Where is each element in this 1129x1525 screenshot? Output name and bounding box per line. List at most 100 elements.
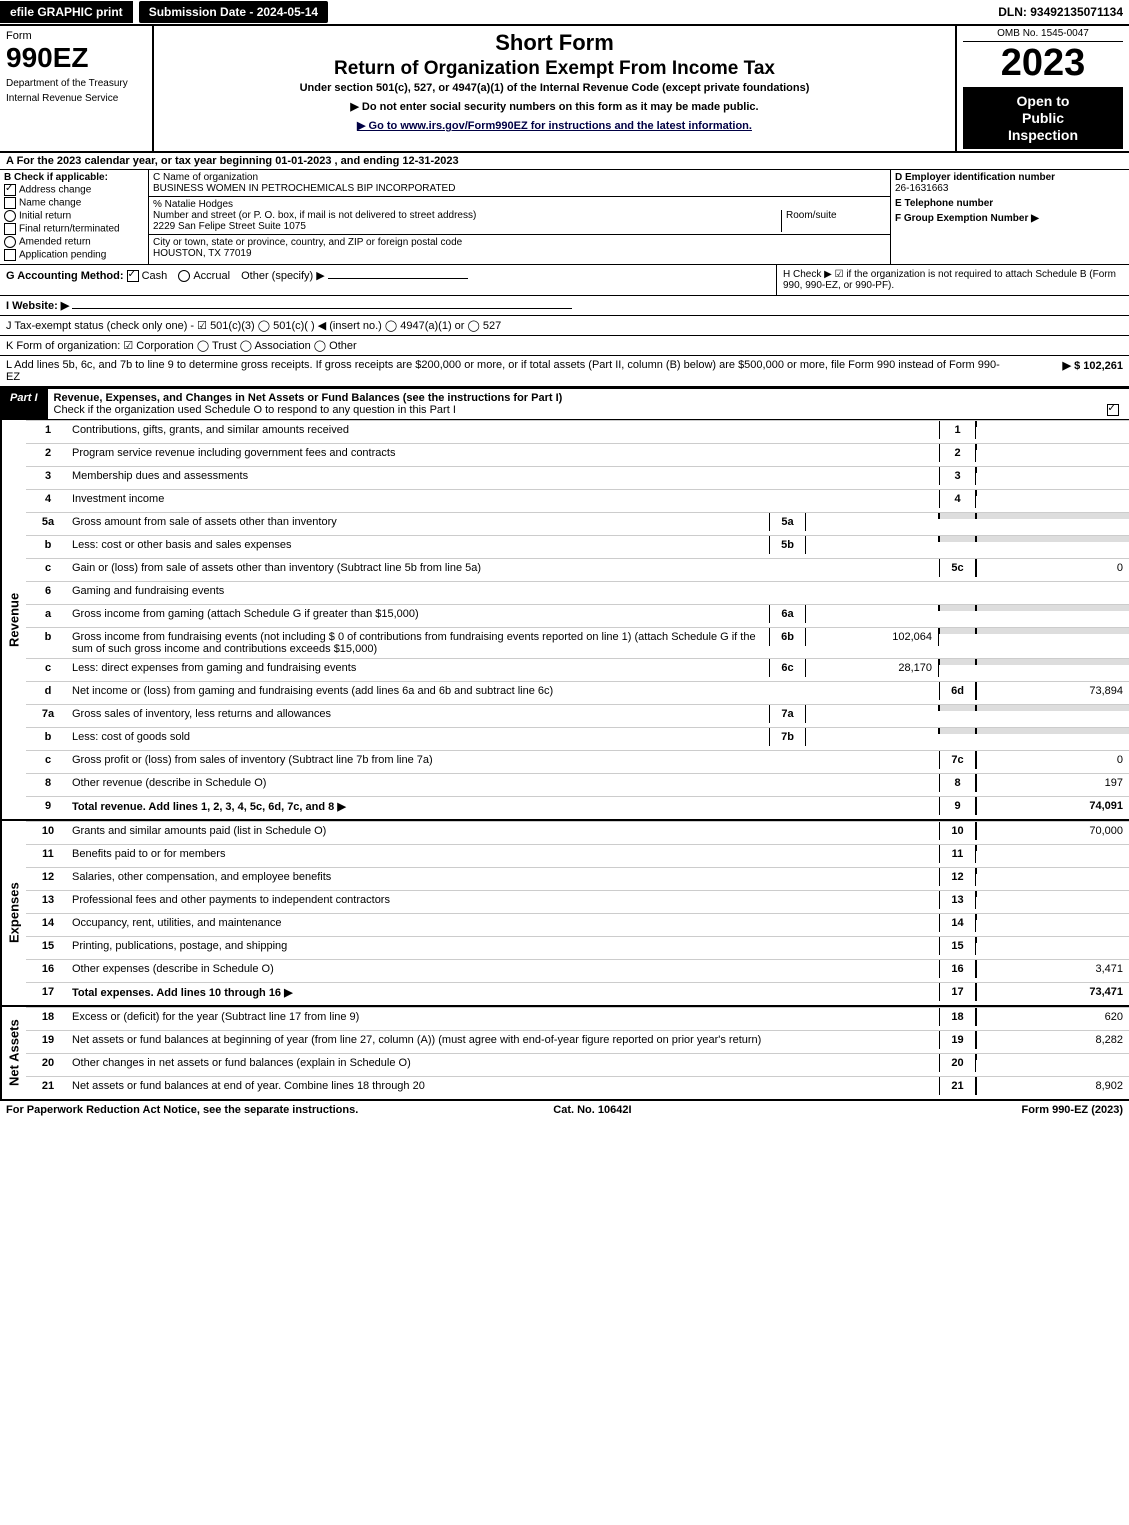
check-amended-return[interactable]: Amended return [4, 236, 144, 248]
label-other: Other (specify) ▶ [241, 270, 325, 282]
city-label: City or town, state or province, country… [153, 237, 886, 248]
top-bar: efile GRAPHIC print Submission Date - 20… [0, 0, 1129, 26]
part-1-title: Revenue, Expenses, and Changes in Net As… [54, 392, 563, 404]
expenses-label: Expenses [0, 821, 26, 1005]
check-accrual[interactable] [178, 270, 190, 282]
ein-value: 26-1631663 [895, 183, 948, 194]
line-6b: bGross income from fundraising events (n… [26, 627, 1129, 658]
title-short-form: Short Form [160, 30, 949, 56]
org-name: BUSINESS WOMEN IN PETROCHEMICALS BIP INC… [153, 183, 886, 194]
col-b-header: B Check if applicable: [4, 172, 108, 183]
form-word: Form [6, 30, 146, 42]
line-17: 17Total expenses. Add lines 10 through 1… [26, 982, 1129, 1005]
net-assets-label: Net Assets [0, 1007, 26, 1099]
line-5c: cGain or (loss) from sale of assets othe… [26, 558, 1129, 581]
tax-year: 2023 [963, 42, 1123, 85]
footer-paperwork: For Paperwork Reduction Act Notice, see … [6, 1104, 358, 1116]
line-1: 1Contributions, gifts, grants, and simil… [26, 420, 1129, 443]
line-5b: bLess: cost or other basis and sales exp… [26, 535, 1129, 558]
line-l-amount: ▶ $ 102,261 [1003, 359, 1123, 383]
check-name-change[interactable]: Name change [4, 197, 144, 209]
line-8: 8Other revenue (describe in Schedule O) … [26, 773, 1129, 796]
line-6d: dNet income or (loss) from gaming and fu… [26, 681, 1129, 704]
subtitle: Under section 501(c), 527, or 4947(a)(1)… [160, 82, 949, 94]
phone-label: E Telephone number [895, 198, 993, 209]
line-5a: 5aGross amount from sale of assets other… [26, 512, 1129, 535]
revenue-label: Revenue [0, 420, 26, 819]
check-initial-return[interactable]: Initial return [4, 210, 144, 222]
line-19: 19Net assets or fund balances at beginni… [26, 1030, 1129, 1053]
line-h-schedule-b: H Check ▶ ☑ if the organization is not r… [776, 265, 1129, 295]
label-accrual: Accrual [193, 270, 230, 282]
check-application-pending[interactable]: Application pending [4, 249, 144, 261]
room-suite-label: Room/suite [781, 210, 886, 232]
efile-print-button[interactable]: efile GRAPHIC print [0, 1, 133, 23]
open-to-public-badge: Open to Public Inspection [963, 87, 1123, 149]
check-address-change[interactable]: Address change [4, 184, 144, 196]
year-block: OMB No. 1545-0047 2023 Open to Public In… [957, 26, 1129, 151]
dept-irs: Internal Revenue Service [6, 93, 146, 104]
irs-link[interactable]: ▶ Go to www.irs.gov/Form990EZ for instru… [357, 120, 752, 132]
check-final-return[interactable]: Final return/terminated [4, 223, 144, 235]
check-cash[interactable] [127, 270, 139, 282]
omb-number: OMB No. 1545-0047 [963, 28, 1123, 42]
open-line1: Open to [965, 93, 1121, 110]
open-line2: Public [965, 110, 1121, 127]
dept-treasury: Department of the Treasury [6, 78, 146, 89]
page-footer: For Paperwork Reduction Act Notice, see … [0, 1101, 1129, 1119]
part-1-check-text: Check if the organization used Schedule … [54, 404, 456, 416]
dln-label: DLN: 93492135071134 [998, 5, 1129, 19]
line-2: 2Program service revenue including gover… [26, 443, 1129, 466]
line-i-website: I Website: ▶ [0, 296, 1129, 316]
open-line3: Inspection [965, 127, 1121, 144]
line-9: 9Total revenue. Add lines 1, 2, 3, 4, 5c… [26, 796, 1129, 819]
line-13: 13Professional fees and other payments t… [26, 890, 1129, 913]
col-d-ids: D Employer identification number 26-1631… [891, 170, 1129, 264]
revenue-section: Revenue 1Contributions, gifts, grants, a… [0, 420, 1129, 821]
org-name-label: C Name of organization [153, 172, 886, 183]
expenses-section: Expenses 10Grants and similar amounts pa… [0, 821, 1129, 1007]
form-header: Form 990EZ Department of the Treasury In… [0, 26, 1129, 153]
line-3: 3Membership dues and assessments 3 [26, 466, 1129, 489]
line-4: 4Investment income 4 [26, 489, 1129, 512]
line-18: 18Excess or (deficit) for the year (Subt… [26, 1007, 1129, 1030]
row-g-h: G Accounting Method: Cash Accrual Other … [0, 265, 1129, 296]
footer-catno: Cat. No. 10642I [553, 1104, 631, 1116]
line-15: 15Printing, publications, postage, and s… [26, 936, 1129, 959]
check-schedule-o[interactable] [1107, 404, 1119, 416]
address-label: Number and street (or P. O. box, if mail… [153, 210, 476, 221]
col-c-org-info: C Name of organization BUSINESS WOMEN IN… [149, 170, 891, 264]
line-16: 16Other expenses (describe in Schedule O… [26, 959, 1129, 982]
submission-date-badge: Submission Date - 2024-05-14 [139, 1, 328, 23]
city-state-zip: HOUSTON, TX 77019 [153, 248, 886, 259]
form-id-block: Form 990EZ Department of the Treasury In… [0, 26, 154, 151]
line-7c: cGross profit or (loss) from sales of in… [26, 750, 1129, 773]
title-block: Short Form Return of Organization Exempt… [154, 26, 957, 151]
line-11: 11Benefits paid to or for members 11 [26, 844, 1129, 867]
footer-form-id: Form 990-EZ (2023) [1022, 1104, 1123, 1116]
col-b-checkboxes: B Check if applicable: Address change Na… [0, 170, 149, 264]
form-number: 990EZ [6, 42, 146, 74]
line-6: 6Gaming and fundraising events [26, 581, 1129, 604]
line-14: 14Occupancy, rent, utilities, and mainte… [26, 913, 1129, 936]
care-of: % Natalie Hodges [153, 199, 886, 210]
line-6c: cLess: direct expenses from gaming and f… [26, 658, 1129, 681]
line-l-gross-receipts: L Add lines 5b, 6c, and 7b to line 9 to … [0, 356, 1129, 387]
address: 2229 San Felipe Street Suite 1075 [153, 221, 306, 232]
line-7a: 7aGross sales of inventory, less returns… [26, 704, 1129, 727]
line-20: 20Other changes in net assets or fund ba… [26, 1053, 1129, 1076]
title-main: Return of Organization Exempt From Incom… [160, 58, 949, 80]
line-6a: aGross income from gaming (attach Schedu… [26, 604, 1129, 627]
line-l-text: L Add lines 5b, 6c, and 7b to line 9 to … [6, 359, 1003, 383]
line-7b: bLess: cost of goods sold 7b [26, 727, 1129, 750]
accounting-method-label: G Accounting Method: [6, 270, 124, 282]
line-12: 12Salaries, other compensation, and empl… [26, 867, 1129, 890]
net-assets-section: Net Assets 18Excess or (deficit) for the… [0, 1007, 1129, 1101]
group-exemption-label: F Group Exemption Number ▶ [895, 213, 1039, 224]
part-1-header: Part I Revenue, Expenses, and Changes in… [0, 387, 1129, 420]
line-k-form-org: K Form of organization: ☑ Corporation ◯ … [0, 336, 1129, 356]
part-1-badge: Part I [0, 389, 48, 419]
line-21: 21Net assets or fund balances at end of … [26, 1076, 1129, 1099]
identity-block: B Check if applicable: Address change Na… [0, 170, 1129, 265]
line-j-tax-status: J Tax-exempt status (check only one) - ☑… [0, 316, 1129, 336]
